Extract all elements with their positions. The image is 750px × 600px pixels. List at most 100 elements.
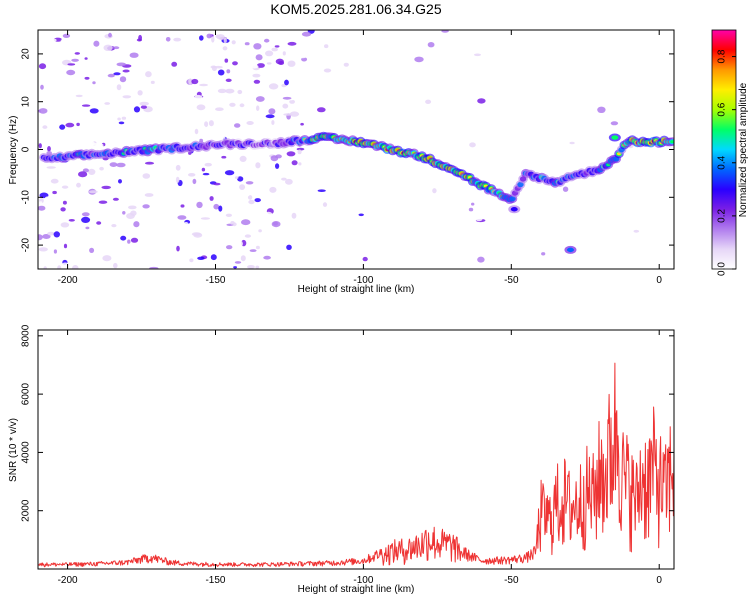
heatmap-cell [271, 47, 279, 52]
heatmap-cell [301, 31, 312, 37]
heatmap-cell [81, 104, 91, 107]
snr-xtick-label: 0 [656, 575, 662, 586]
heatmap-cell [121, 116, 127, 120]
heatmap-cell [60, 93, 65, 99]
heatmap-cell [213, 182, 221, 186]
heatmap-cell [84, 76, 90, 80]
heatmap-cell [183, 222, 189, 227]
heatmap-cell [201, 167, 206, 172]
heatmap-cell [248, 199, 255, 205]
heatmap-cell [47, 231, 55, 236]
heatmap-feature [566, 247, 574, 253]
heatmap-cell [211, 36, 215, 43]
heatmap-cell [98, 200, 108, 204]
heatmap-cell [286, 151, 296, 157]
heatmap-cell [594, 110, 598, 118]
heatmap-cell [217, 69, 225, 76]
heatmap-cell [78, 171, 88, 178]
heatmap-cell [343, 62, 349, 67]
heatmap-cell [275, 213, 282, 219]
heatmap-cell [232, 61, 238, 66]
spectrogram-xtick-label: 0 [656, 275, 662, 286]
heatmap-cell [474, 53, 481, 57]
heatmap-cell [86, 201, 91, 205]
spectrogram-xtick-label: -50 [504, 275, 519, 286]
heatmap-cell [233, 226, 237, 230]
heatmap-cell [546, 116, 553, 123]
heatmap-cell [381, 224, 390, 231]
snr-panel: -200 -150 -100 -50 0 2000 4000 6000 8000 Height … [8, 324, 675, 595]
heatmap-cell [91, 64, 101, 67]
heatmap-cell [296, 54, 305, 58]
heatmap-cell [226, 69, 231, 74]
heatmap-cell [130, 210, 137, 216]
heatmap-cell [204, 121, 209, 128]
heatmap-cell [42, 234, 51, 239]
heatmap-cell [60, 207, 66, 212]
heatmap-cell [109, 162, 118, 168]
heatmap-cell [263, 255, 271, 260]
heatmap-cell [116, 84, 122, 91]
heatmap-cell [173, 37, 182, 42]
heatmap-cell [206, 33, 213, 39]
heatmap-cell [275, 94, 284, 99]
heatmap-cell [270, 101, 278, 106]
heatmap-cell [68, 219, 75, 222]
heatmap-cell [193, 232, 203, 238]
heatmap-cell [257, 237, 264, 244]
heatmap-cell [39, 201, 43, 206]
heatmap-cell [180, 120, 191, 127]
heatmap-cell [252, 73, 261, 78]
heatmap-cell [38, 143, 42, 149]
spectrogram-xtick-label: -150 [205, 275, 225, 286]
heatmap-cell [102, 255, 112, 262]
heatmap-cell [284, 79, 289, 86]
heatmap-cell [266, 62, 272, 65]
spectrogram-xtick-label: -100 [353, 275, 373, 286]
heatmap-cell [275, 163, 280, 169]
heatmap-cell [225, 88, 235, 94]
heatmap-cell [247, 265, 255, 269]
heatmap-feature [611, 135, 619, 140]
spectrogram-ytick-label: 20 [21, 48, 32, 60]
heatmap-cell [121, 54, 128, 62]
heatmap-cell [103, 44, 113, 51]
heatmap-cell [281, 177, 287, 181]
heatmap-cell [85, 142, 94, 147]
heatmap-cell [194, 94, 203, 101]
heatmap-cell [287, 41, 297, 46]
heatmap-cell [569, 154, 579, 159]
heatmap-cell [215, 195, 225, 199]
heatmap-cell [509, 196, 516, 202]
heatmap-cell [101, 185, 111, 190]
heatmap-cell [50, 258, 60, 262]
heatmap-cell [230, 221, 235, 225]
heatmap-cell [133, 106, 141, 113]
heatmap-cell [82, 45, 92, 51]
heatmap-cell [414, 56, 424, 63]
heatmap-cell [264, 38, 270, 43]
heatmap-cell [215, 238, 221, 243]
heatmap-cell [85, 226, 90, 230]
heatmap-cell [287, 241, 296, 245]
heatmap-cell [50, 178, 59, 184]
heatmap-cell [296, 147, 305, 151]
heatmap-cell [136, 38, 142, 42]
heatmap-cell [468, 207, 474, 212]
heatmap-cell [562, 186, 569, 192]
heatmap-cell [178, 230, 185, 235]
heatmap-cell [113, 46, 120, 50]
heatmap-cell [224, 58, 229, 63]
heatmap-cell [51, 38, 57, 42]
heatmap-cell [201, 125, 206, 132]
heatmap-cell [60, 222, 70, 228]
heatmap-cell [120, 235, 127, 241]
heatmap-cell [283, 234, 293, 240]
heatmap-cell [240, 255, 246, 262]
heatmap-cell [191, 78, 199, 85]
heatmap-cell [91, 253, 96, 258]
heatmap-cell [38, 63, 47, 70]
heatmap-cell [38, 247, 48, 252]
heatmap-cell [196, 104, 206, 111]
